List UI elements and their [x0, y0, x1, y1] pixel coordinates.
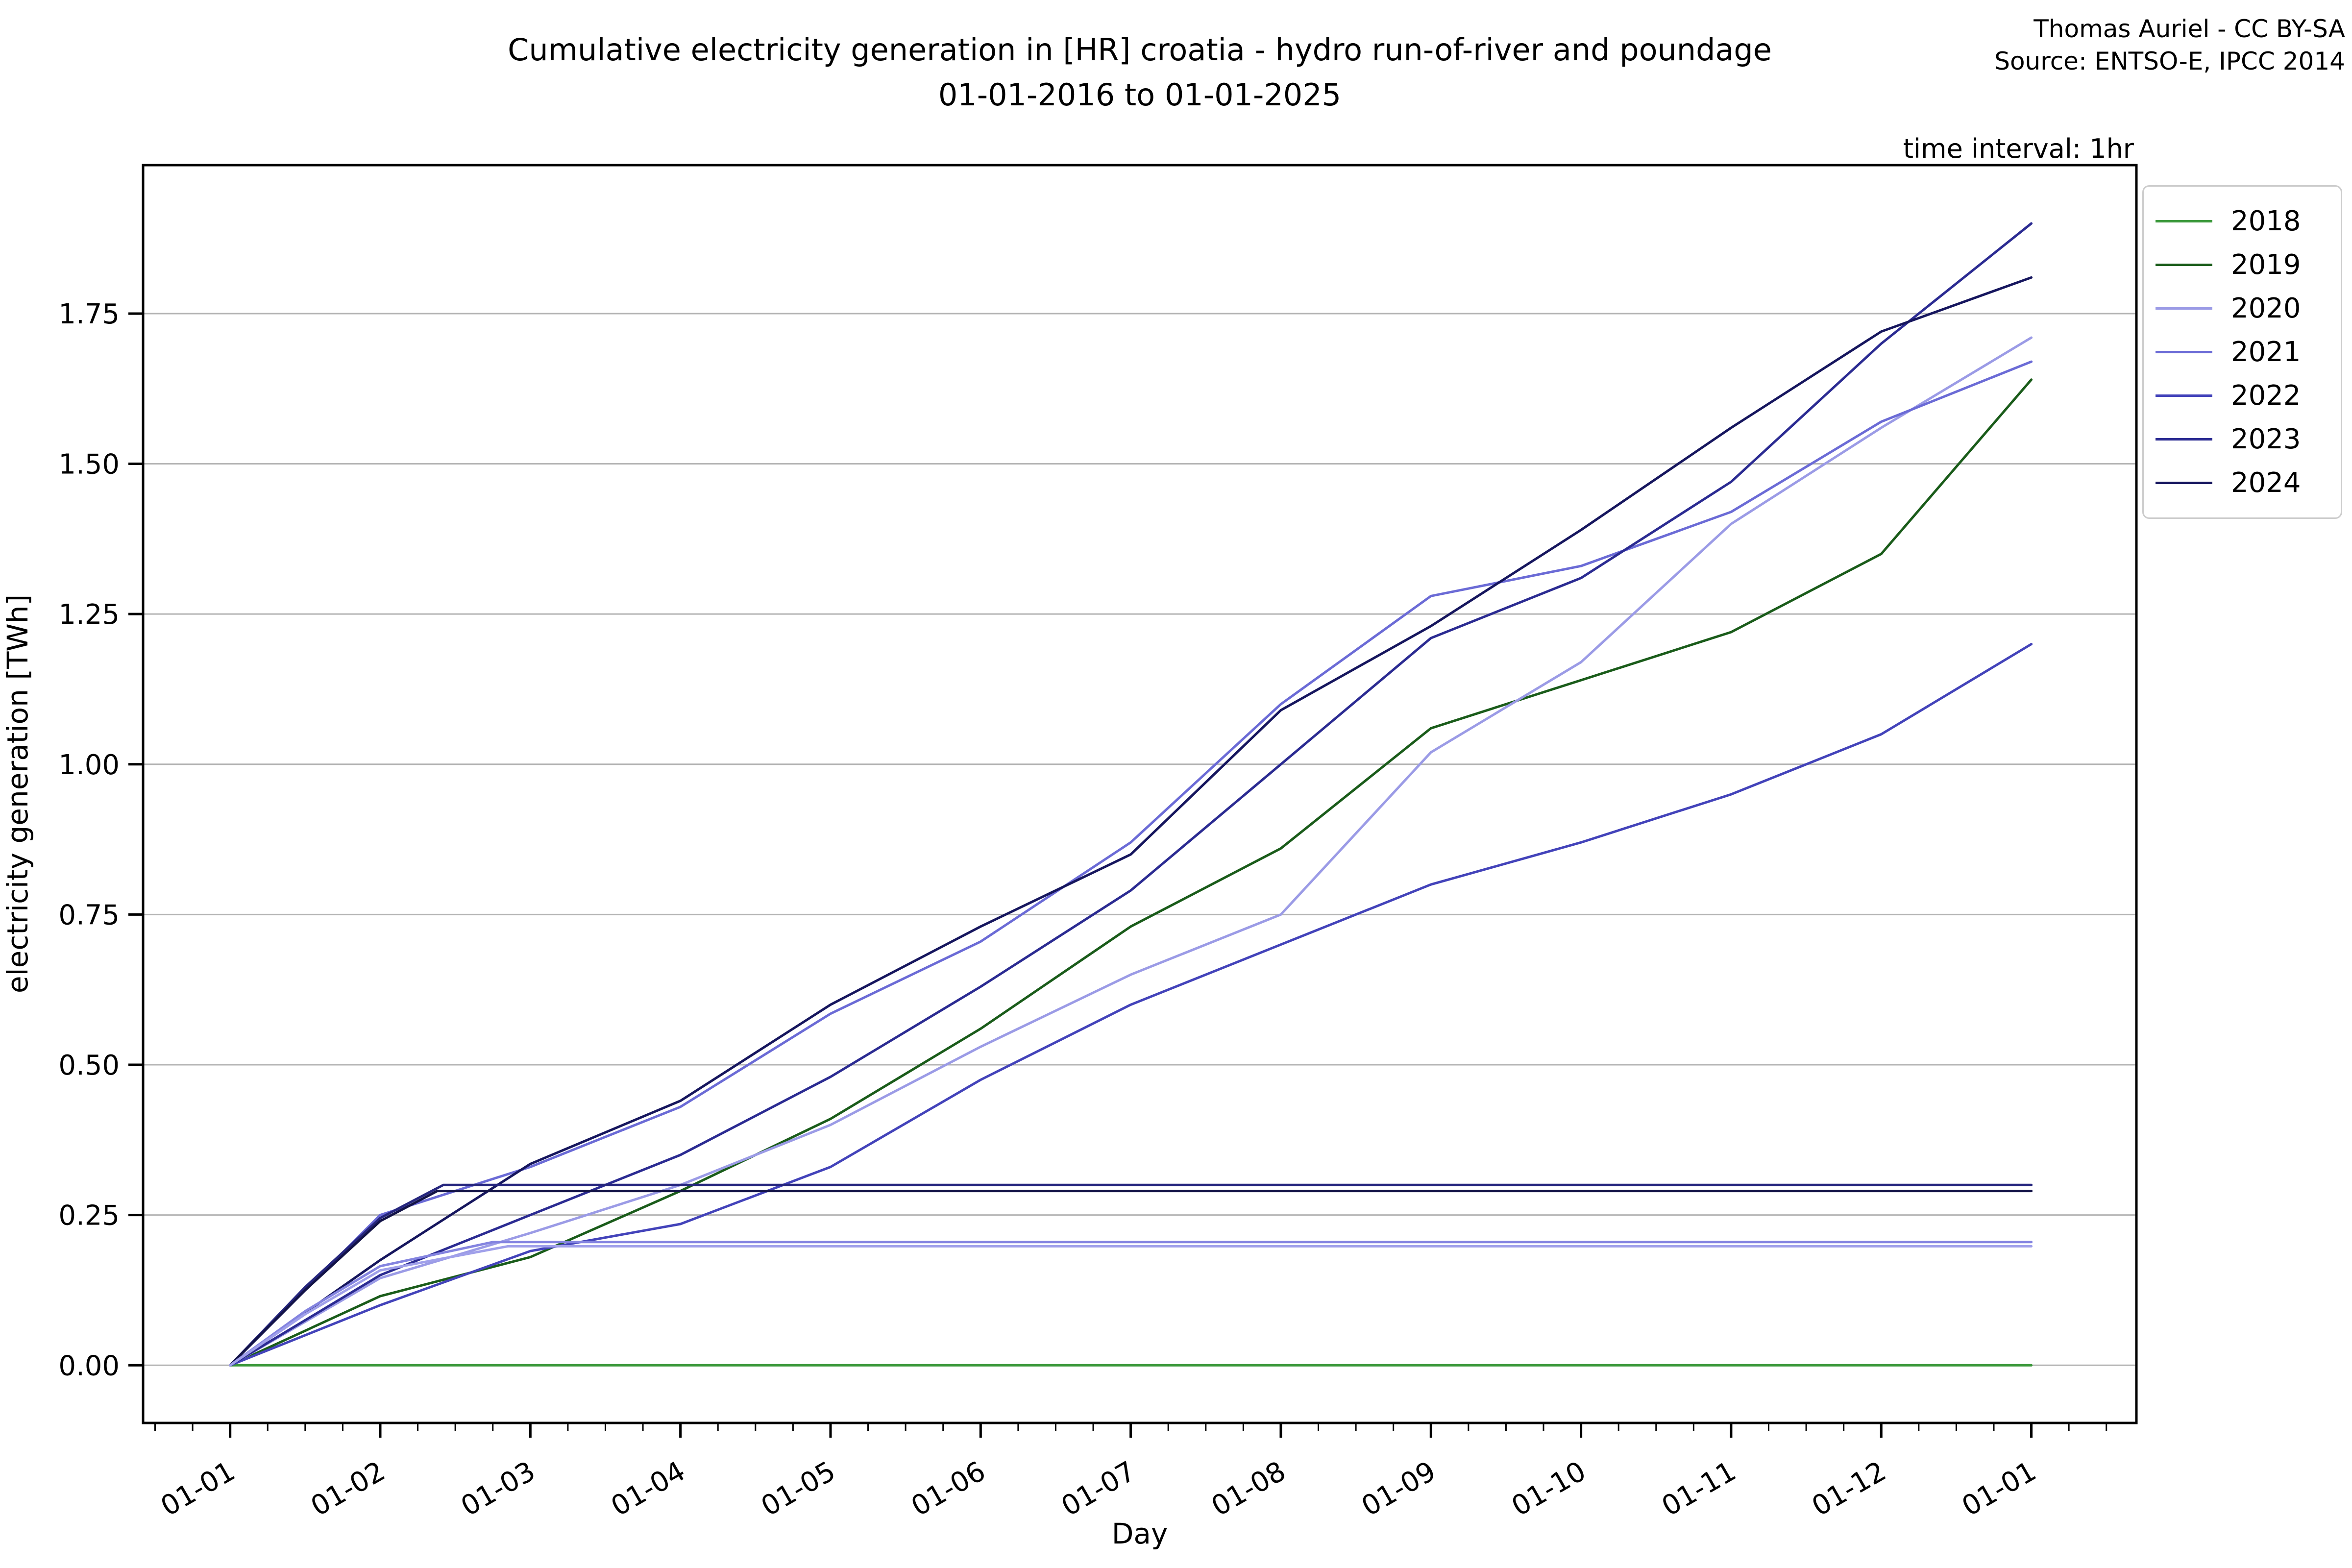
- legend-label-2022: 2022: [2231, 380, 2301, 412]
- x-tick-label: 01-03: [456, 1455, 540, 1523]
- x-tick-label: 01-04: [606, 1455, 690, 1523]
- x-tick-label: 01-11: [1656, 1455, 1741, 1523]
- series-line-2019: [229, 378, 2033, 1367]
- x-tick-label: 01-06: [906, 1455, 991, 1523]
- x-axis-title: Day: [1111, 1517, 1168, 1550]
- y-tick-label: 0.00: [58, 1350, 120, 1382]
- x-tick-label: 01-12: [1807, 1455, 1891, 1523]
- y-tick-label: 1.00: [58, 749, 120, 781]
- legend-entry-2023: 2023: [2144, 417, 2341, 461]
- y-tick-label: 0.25: [58, 1200, 120, 1232]
- legend-label-2021: 2021: [2231, 336, 2301, 368]
- y-axis-title: electricity generation [TWh]: [1, 594, 34, 994]
- series-line-2020: [229, 336, 2033, 1367]
- chart-title: Cumulative electricity generation in [HR…: [508, 32, 1772, 68]
- x-tick-label: 01-05: [756, 1455, 841, 1523]
- series-line-2021: [229, 360, 2033, 1367]
- chart-title-block: Cumulative electricity generation in [HR…: [143, 27, 2136, 118]
- x-tick-label: 01-09: [1356, 1455, 1441, 1523]
- legend-swatch-2019: [2156, 264, 2212, 266]
- legend-swatch-2018: [2156, 220, 2212, 222]
- y-tick-label: 0.50: [58, 1050, 120, 1081]
- legend-entry-2020: 2020: [2144, 287, 2341, 330]
- series-line-unlabeled-10: [229, 1245, 2033, 1367]
- x-tick-label: 01-08: [1206, 1455, 1291, 1523]
- author-credit: Thomas Auriel - CC BY-SA: [2034, 15, 2345, 43]
- series-line-2022: [229, 643, 2033, 1367]
- legend-entry-2018: 2018: [2144, 199, 2341, 243]
- legend-label-2023: 2023: [2231, 423, 2301, 455]
- legend-entry-2022: 2022: [2144, 374, 2341, 417]
- legend-swatch-2021: [2156, 351, 2212, 353]
- legend-label-2019: 2019: [2231, 249, 2301, 281]
- x-tick-label: 01-10: [1506, 1455, 1591, 1523]
- x-tick-label: 01-02: [306, 1455, 391, 1523]
- y-tick-label: 1.25: [58, 599, 120, 631]
- legend-label-2024: 2024: [2231, 467, 2301, 499]
- legend-swatch-2020: [2156, 307, 2212, 310]
- series-line-unlabeled-7: [229, 1183, 2033, 1367]
- series-line-2024: [229, 276, 2033, 1367]
- y-tick-label: 1.50: [58, 449, 120, 481]
- legend-swatch-2023: [2156, 438, 2212, 441]
- x-tick-label: 01-01: [1957, 1455, 2041, 1523]
- series-line-unlabeled-8: [229, 1190, 2033, 1367]
- credit-block: Thomas Auriel - CC BY-SA Source: ENTSO-E…: [1994, 13, 2345, 77]
- x-tick-label: 01-07: [1056, 1455, 1141, 1523]
- legend-entry-2019: 2019: [2144, 243, 2341, 287]
- legend: 2018 2019 2020 2021 2022 2023 2024: [2142, 185, 2342, 519]
- legend-swatch-2022: [2156, 394, 2212, 397]
- y-tick-label: 0.75: [58, 899, 120, 931]
- legend-entry-2024: 2024: [2144, 461, 2341, 505]
- axes-frame: [142, 164, 2138, 1424]
- chart-subtitle: 01-01-2016 to 01-01-2025: [938, 77, 1342, 113]
- legend-label-2018: 2018: [2231, 205, 2301, 237]
- y-tick-label: 1.75: [58, 298, 120, 330]
- legend-entry-2021: 2021: [2144, 330, 2341, 374]
- series-line-2023: [229, 222, 2033, 1367]
- data-source-credit: Source: ENTSO-E, IPCC 2014: [1994, 47, 2345, 75]
- legend-label-2020: 2020: [2231, 293, 2301, 324]
- x-tick-label: 01-01: [155, 1455, 240, 1523]
- series-line-unlabeled-9: [229, 1241, 2033, 1367]
- legend-swatch-2024: [2156, 482, 2212, 484]
- time-interval-note: time interval: 1hr: [1903, 133, 2134, 164]
